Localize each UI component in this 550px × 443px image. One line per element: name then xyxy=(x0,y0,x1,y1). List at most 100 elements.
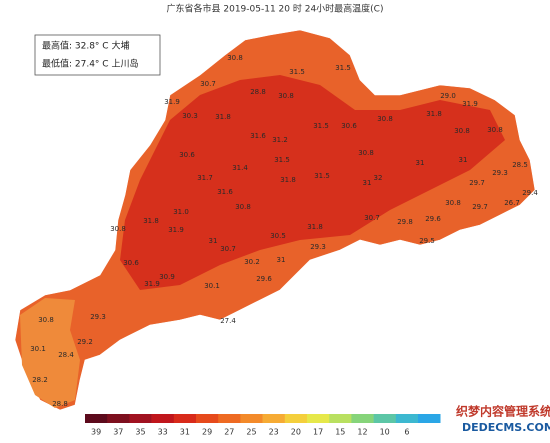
watermark-site: DEDECMS.COM xyxy=(462,421,550,434)
min-value: 最低值: 27.4° C 上川岛 xyxy=(42,58,138,70)
temperature-label: 28.8 xyxy=(52,400,68,408)
temperature-label: 30.1 xyxy=(30,345,46,353)
temperature-label: 30.7 xyxy=(220,245,236,253)
temperature-label: 31.0 xyxy=(173,208,189,216)
temperature-label: 28.2 xyxy=(32,376,48,384)
legend-label: 12 xyxy=(357,428,367,437)
legend-swatch xyxy=(107,414,130,423)
temperature-label: 29.8 xyxy=(397,218,413,226)
temperature-label: 30.8 xyxy=(454,127,470,135)
title: 广东省各市县 2019-05-11 20 时 24小时最高温度(C) xyxy=(167,3,384,15)
legend-swatch xyxy=(395,414,419,423)
temperature-label: 30.9 xyxy=(159,273,175,281)
temperature-label: 31.8 xyxy=(280,176,296,184)
legend-label: 17 xyxy=(313,428,323,437)
legend-label: 33 xyxy=(158,428,168,437)
legend-label: 31 xyxy=(180,428,190,437)
watermark-brand: 织梦内容管理系统 xyxy=(456,404,550,419)
temperature-label: 32 xyxy=(374,174,383,182)
temperature-label: 28.4 xyxy=(58,351,74,359)
cool-region xyxy=(20,298,80,408)
temperature-label: 29.3 xyxy=(90,313,106,321)
temperature-label: 31.9 xyxy=(144,280,160,288)
legend-label: 20 xyxy=(291,428,301,437)
temperature-label: 29.4 xyxy=(522,189,538,197)
temperature-label: 31.6 xyxy=(217,188,233,196)
legend-label: 6 xyxy=(404,428,409,437)
temperature-label: 31.4 xyxy=(232,164,248,172)
temperature-label: 31.8 xyxy=(426,110,442,118)
temperature-label: 29.7 xyxy=(472,203,488,211)
legend-label: 27 xyxy=(224,428,234,437)
temperature-label: 31.5 xyxy=(314,172,330,180)
legend-swatch xyxy=(418,414,441,423)
legend-swatch xyxy=(240,414,263,423)
legend-swatch xyxy=(262,414,286,423)
legend-swatch xyxy=(85,414,108,423)
legend-swatch xyxy=(329,414,352,423)
temperature-label: 31.5 xyxy=(274,156,290,164)
legend-swatch xyxy=(173,414,197,423)
temperature-label: 31.5 xyxy=(313,122,329,130)
legend-label: 25 xyxy=(246,428,256,437)
temperature-label: 30.8 xyxy=(235,203,251,211)
temperature-label: 29.2 xyxy=(77,338,93,346)
max-value: 最高值: 32.8° C 大埔 xyxy=(42,40,129,52)
temperature-label: 28.8 xyxy=(250,88,266,96)
temperature-label: 31.7 xyxy=(197,174,213,182)
temperature-label: 29.5 xyxy=(419,237,435,245)
temperature-label: 29.3 xyxy=(310,243,326,251)
temperature-label: 30.1 xyxy=(204,282,220,290)
info-box xyxy=(34,34,161,76)
temperature-label: 31 xyxy=(416,159,425,167)
temperature-label: 30.6 xyxy=(123,259,139,267)
temperature-label: 31.8 xyxy=(307,223,323,231)
temperature-label: 30.8 xyxy=(110,225,126,233)
temperature-label: 30.6 xyxy=(341,122,357,130)
temperature-label: 30.5 xyxy=(270,232,286,240)
temperature-label: 28.5 xyxy=(512,161,528,169)
legend-label: 29 xyxy=(202,428,212,437)
legend-swatch xyxy=(307,414,330,423)
legend-swatch xyxy=(129,414,152,423)
legend-label: 35 xyxy=(135,428,145,437)
temperature-label: 30.8 xyxy=(227,54,243,62)
temperature-label: 30.7 xyxy=(200,80,216,88)
temperature-label: 30.8 xyxy=(377,115,393,123)
legend-swatch xyxy=(196,414,219,423)
temperature-label: 30.8 xyxy=(278,92,294,100)
temperature-label: 31.9 xyxy=(462,100,478,108)
temperature-label: 30.8 xyxy=(487,126,503,134)
temperature-label: 29.7 xyxy=(469,179,485,187)
temperature-label: 30.6 xyxy=(179,151,195,159)
legend-label: 39 xyxy=(91,428,101,437)
temperature-label: 31.9 xyxy=(168,226,184,234)
temperature-label: 31 xyxy=(459,156,468,164)
temperature-label: 31.8 xyxy=(143,217,159,225)
legend-swatch xyxy=(373,414,397,423)
temperature-label: 29.3 xyxy=(492,169,508,177)
temperature-label: 31.5 xyxy=(335,64,351,72)
legend-label: 15 xyxy=(335,428,345,437)
temperature-label: 30.8 xyxy=(358,149,374,157)
temperature-label: 31.9 xyxy=(164,98,180,106)
temperature-label: 31 xyxy=(209,237,218,245)
legend-swatch xyxy=(218,414,241,423)
temperature-label: 31.5 xyxy=(289,68,305,76)
hot-region xyxy=(120,75,505,290)
temperature-label: 31 xyxy=(363,179,372,187)
temperature-label: 30.2 xyxy=(244,258,260,266)
temperature-label: 29.6 xyxy=(256,275,272,283)
temperature-label: 30.3 xyxy=(182,112,198,120)
legend-swatch xyxy=(151,414,175,423)
temperature-label: 30.7 xyxy=(364,214,380,222)
temperature-label: 31.6 xyxy=(250,132,266,140)
temperature-label: 30.8 xyxy=(445,199,461,207)
temperature-label: 31.2 xyxy=(272,136,288,144)
legend-swatch xyxy=(284,414,308,423)
legend-label: 37 xyxy=(113,428,123,437)
temperature-label: 31.8 xyxy=(215,113,231,121)
temperature-label: 30.8 xyxy=(38,316,54,324)
legend-swatch xyxy=(351,414,374,423)
